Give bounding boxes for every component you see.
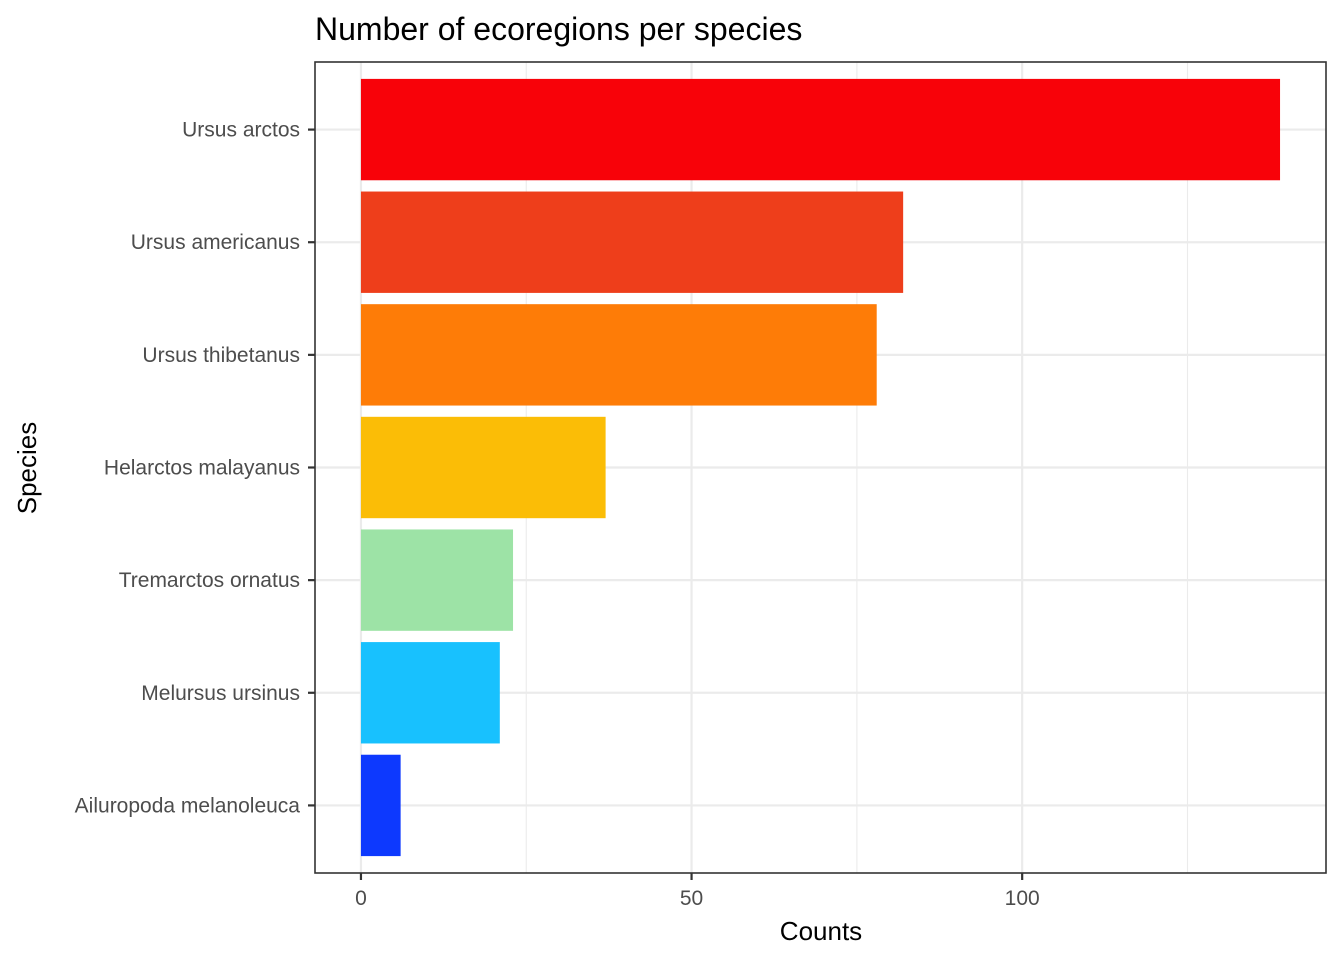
x-axis-title: Counts	[780, 916, 862, 946]
bar	[360, 529, 514, 631]
chart-title: Number of ecoregions per species	[315, 11, 802, 47]
x-axis: 0 50 100	[355, 873, 1040, 910]
y-tick-label: Tremarctos ornatus	[119, 569, 300, 592]
y-axis: Ursus arctos Ursus americanus Ursus thibet…	[75, 119, 315, 817]
bar	[360, 304, 877, 406]
y-tick-label: Helarctos malayanus	[104, 457, 300, 480]
bar	[360, 416, 606, 519]
bar	[360, 754, 401, 857]
y-tick-label: Ursus americanus	[131, 231, 300, 254]
x-tick-label: 100	[1005, 887, 1040, 910]
y-tick-label: Ailuropoda melanoleuca	[75, 794, 301, 817]
y-axis-title: Species	[12, 422, 42, 515]
bar	[360, 78, 1281, 181]
y-tick-label: Ursus thibetanus	[142, 344, 300, 367]
x-tick-label: 50	[680, 887, 703, 910]
y-tick-label: Ursus arctos	[182, 119, 300, 142]
x-tick-label: 0	[355, 887, 367, 910]
bar	[360, 642, 500, 744]
bar	[360, 191, 904, 293]
y-tick-label: Melursus ursinus	[141, 682, 300, 705]
bars	[360, 78, 1281, 857]
